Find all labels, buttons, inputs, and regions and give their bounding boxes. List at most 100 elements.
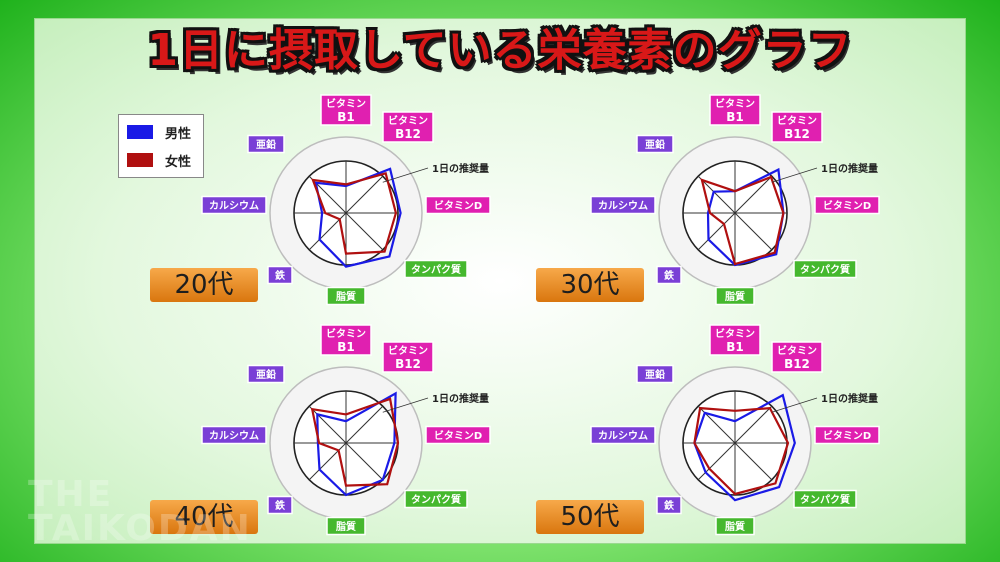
- axis-label-box: [715, 516, 755, 536]
- axis-label-text: 亜鉛: [645, 368, 665, 381]
- legend-label-male: 男性: [165, 127, 192, 142]
- axis-label-box: [656, 495, 682, 515]
- axis-label-text: 脂質: [724, 520, 745, 533]
- axis-label-text: 亜鉛: [256, 138, 276, 151]
- page-title: 1日に摂取している栄養素のグラフ: [147, 25, 853, 76]
- axis-label-text: カルシウム: [598, 430, 648, 442]
- point-female-zinc: [701, 179, 703, 181]
- point-female-zinc: [311, 408, 313, 410]
- point-female-protein: [383, 250, 386, 253]
- axis-label-protein: タンパク質: [404, 489, 468, 509]
- point-female-vitamin-d: [787, 442, 789, 444]
- axis-label-vitamin-d: ビタミンD: [425, 425, 491, 445]
- axis-label-protein: タンパク質: [793, 259, 857, 279]
- legend-item-male: 男性: [127, 123, 201, 142]
- legend-swatch-male: [127, 125, 153, 139]
- axis-label-box: [590, 195, 656, 215]
- point-male-vitamin-b12: [389, 168, 391, 170]
- axis-label-text: ビタミンD: [823, 429, 871, 442]
- spoke-vitamin-b12: [345, 175, 384, 214]
- axis-label-text: ビタミン: [715, 327, 755, 340]
- point-male-protein: [381, 478, 384, 481]
- point-male-iron: [318, 468, 321, 471]
- point-female-calcium: [318, 442, 320, 444]
- point-male-vitamin-b1: [345, 185, 347, 187]
- axis-label-text: カルシウム: [598, 200, 648, 212]
- legend: 男性 女性: [118, 114, 204, 178]
- reference-leader: [771, 167, 818, 183]
- spoke-protein: [345, 212, 384, 251]
- spoke-vitamin-b12: [345, 405, 384, 444]
- axis-label-text: タンパク質: [411, 493, 461, 506]
- watermark: THE TAIKODAN: [28, 477, 252, 549]
- axis-label-box: [636, 134, 674, 154]
- axis-label-box: [267, 265, 293, 285]
- axis-label-text: 脂質: [335, 290, 356, 303]
- point-female-calcium: [693, 442, 696, 444]
- axis-label-box: [636, 364, 674, 384]
- spoke-protein: [734, 442, 773, 481]
- axis-label-box: [382, 111, 434, 143]
- axis-label-box: [814, 425, 880, 445]
- axis-label-box: [715, 286, 755, 306]
- axis-label-text: B12: [395, 127, 421, 141]
- axis-label-box: [814, 195, 880, 215]
- axis-label-zinc: 亜鉛: [636, 134, 674, 154]
- axis-label-zinc: 亜鉛: [636, 364, 674, 384]
- spoke-zinc: [308, 405, 347, 444]
- point-male-iron: [318, 238, 321, 241]
- spoke-iron: [697, 442, 736, 481]
- axis-label-box: [247, 364, 285, 384]
- point-male-vitamin-d: [393, 442, 396, 444]
- axis-label-box: [201, 195, 267, 215]
- axis-label-protein: タンパク質: [404, 259, 468, 279]
- axis-label-text: 鉄: [275, 499, 285, 512]
- axis-label-fat: 脂質: [715, 516, 755, 536]
- spoke-vitamin-b12: [734, 405, 773, 444]
- point-female-protein: [774, 482, 777, 485]
- point-female-vitamin-b1: [734, 409, 736, 412]
- axis-label-protein: タンパク質: [793, 489, 857, 509]
- axis-label-calcium: カルシウム: [590, 425, 656, 445]
- axis-label-box: [404, 259, 468, 279]
- point-male-calcium: [321, 212, 323, 214]
- axis-label-text: 鉄: [664, 269, 674, 282]
- axis-label-box: [201, 425, 267, 445]
- axis-label-text: タンパク質: [411, 263, 461, 276]
- reference-leader: [382, 167, 429, 183]
- axis-label-box: [793, 259, 857, 279]
- point-male-fat: [345, 265, 347, 268]
- axis-label-fat: 脂質: [326, 286, 366, 306]
- point-male-vitamin-b12: [777, 168, 780, 171]
- axis-label-iron: 鉄: [267, 265, 293, 285]
- watermark-line-2: TAIKODAN: [28, 508, 252, 549]
- point-male-vitamin-b1: [734, 420, 736, 422]
- axis-label-iron: 鉄: [656, 495, 682, 515]
- point-female-fat: [734, 493, 736, 495]
- axis-label-text: ビタミン: [388, 344, 428, 357]
- spoke-iron: [308, 442, 347, 481]
- axis-label-text: 鉄: [664, 499, 674, 512]
- axis-label-text: ビタミンD: [434, 199, 482, 212]
- axis-label-text: カルシウム: [209, 200, 259, 212]
- axis-label-text: B1: [337, 340, 355, 354]
- point-female-vitamin-d: [782, 212, 785, 214]
- point-female-zinc: [312, 179, 314, 181]
- point-female-iron: [337, 449, 340, 452]
- point-male-iron: [707, 238, 710, 241]
- axis-label-vitamin-d: ビタミンD: [814, 425, 880, 445]
- point-female-iron: [338, 218, 341, 221]
- axis-label-text: 脂質: [724, 290, 745, 303]
- axis-label-box: [267, 495, 293, 515]
- age-label-50s: 50代: [536, 500, 644, 534]
- axis-label-vitamin-d: ビタミンD: [814, 195, 880, 215]
- point-male-fat: [734, 499, 736, 502]
- axis-label-text: ビタミンD: [823, 199, 871, 212]
- spoke-protein: [345, 442, 384, 481]
